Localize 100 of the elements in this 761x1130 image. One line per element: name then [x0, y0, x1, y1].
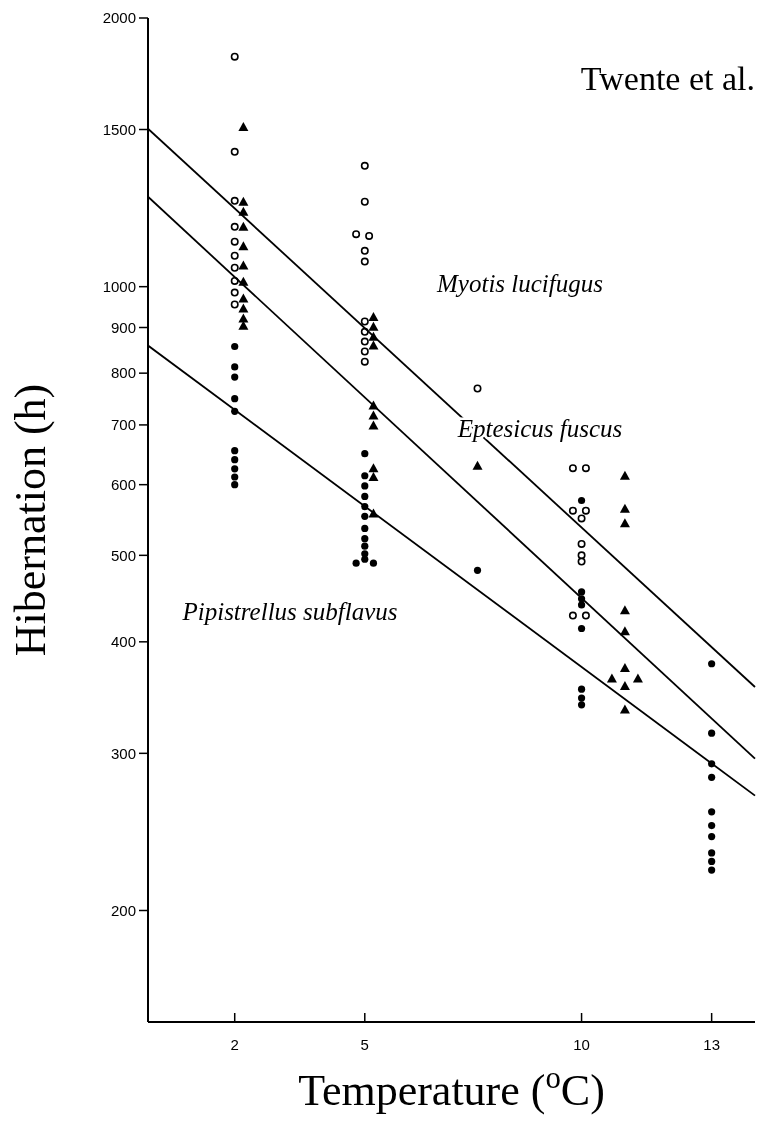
point: [361, 482, 369, 490]
point: [238, 293, 249, 303]
point: [230, 147, 239, 156]
point: [619, 662, 630, 672]
y-tick-label: 200: [110, 901, 136, 919]
point: [230, 196, 239, 205]
annotation: Myotis lucifugus: [436, 270, 603, 297]
point: [230, 251, 239, 260]
point: [361, 472, 369, 480]
y-tick-label: 900: [110, 318, 136, 336]
point: [238, 303, 249, 313]
point: [568, 506, 577, 515]
point: [577, 496, 586, 505]
point: [708, 773, 716, 781]
point: [369, 559, 378, 567]
point: [361, 512, 369, 520]
point: [231, 395, 239, 403]
y-tick-label: 1000: [102, 277, 136, 295]
point: [238, 121, 249, 131]
point: [230, 263, 239, 272]
point: [238, 196, 249, 206]
x-tick-label: 5: [360, 1036, 369, 1053]
point: [577, 557, 586, 566]
point: [577, 514, 586, 523]
point: [231, 363, 239, 371]
point: [708, 808, 716, 816]
point: [360, 317, 369, 326]
point: [238, 260, 249, 270]
point: [361, 555, 369, 563]
point: [632, 673, 643, 683]
point: [231, 447, 239, 455]
point: [581, 611, 590, 620]
point: [361, 524, 369, 532]
point: [231, 342, 239, 351]
point: [368, 321, 379, 331]
point: [577, 539, 586, 548]
y-tick-label: 800: [110, 364, 136, 382]
point: [708, 849, 716, 857]
point: [708, 833, 716, 841]
point: [577, 588, 586, 596]
y-tick-label: 2000: [102, 9, 136, 27]
point: [230, 237, 239, 246]
point: [708, 729, 716, 737]
point: [360, 197, 369, 206]
point: [577, 694, 586, 702]
point: [577, 701, 586, 709]
point: [708, 821, 716, 830]
point: [352, 230, 361, 239]
point: [231, 456, 239, 464]
point: [360, 357, 369, 366]
point: [619, 704, 630, 714]
y-tick-label: 1500: [102, 120, 136, 138]
point: [230, 288, 239, 297]
point: [361, 535, 369, 543]
x-axis-title: Temperature ($^{o}$C): [298, 1061, 605, 1115]
point: [568, 464, 577, 473]
point: [231, 473, 239, 481]
point: [708, 866, 716, 874]
point: [360, 161, 369, 170]
annotation: Twente et al.: [580, 60, 755, 97]
point: [577, 624, 586, 633]
point: [231, 465, 239, 473]
point: [472, 460, 483, 470]
annotation: Pipistrellus subflavus: [181, 598, 398, 625]
point: [577, 685, 586, 693]
point: [352, 559, 360, 567]
point: [361, 492, 369, 501]
point: [619, 605, 630, 615]
point: [368, 463, 379, 473]
point: [368, 410, 379, 420]
point: [619, 503, 630, 513]
point: [230, 222, 239, 231]
point: [368, 471, 379, 481]
point: [360, 337, 369, 346]
y-tick-label: 600: [110, 475, 136, 493]
point: [473, 566, 482, 574]
point: [708, 660, 716, 668]
point: [360, 347, 369, 356]
y-tick-label: 700: [110, 416, 136, 434]
point: [581, 464, 590, 473]
y-axis-title: Hibernation (h): [6, 383, 55, 657]
point: [361, 542, 369, 550]
point: [360, 246, 369, 255]
point: [581, 506, 590, 515]
y-tick-label: 500: [110, 546, 136, 564]
point: [238, 313, 249, 323]
point: [360, 257, 369, 266]
point: [361, 450, 369, 458]
y-tick-label: 400: [110, 633, 136, 651]
point: [230, 300, 239, 309]
point: [231, 481, 239, 489]
point: [365, 231, 374, 240]
x-tick-label: 13: [703, 1036, 720, 1053]
x-tick-label: 2: [230, 1036, 239, 1053]
point: [606, 673, 617, 683]
point: [238, 221, 249, 231]
x-tick-label: 10: [573, 1036, 590, 1053]
point: [368, 311, 379, 321]
point: [238, 241, 249, 251]
point: [230, 52, 239, 61]
